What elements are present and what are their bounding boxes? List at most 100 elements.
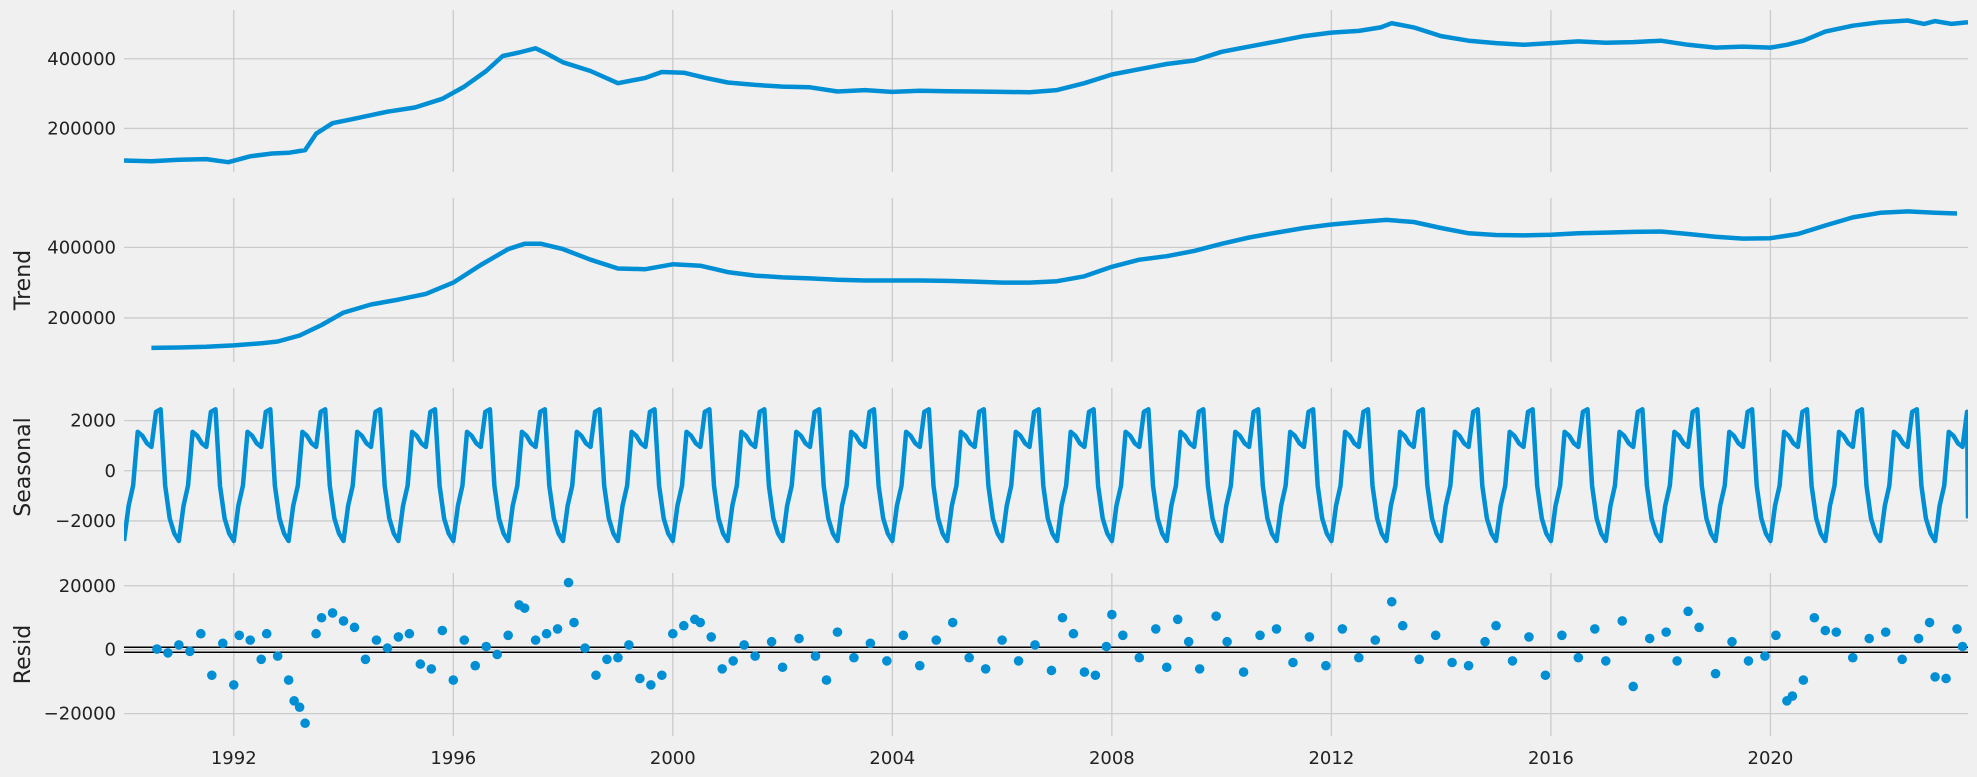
resid-point [1683, 606, 1693, 617]
resid-point [1337, 624, 1348, 634]
resid-point [217, 638, 228, 649]
resid-point [591, 670, 601, 681]
resid-point [1183, 636, 1194, 647]
resid-point [1590, 624, 1600, 634]
resid-point [832, 627, 843, 637]
resid-point [678, 620, 689, 631]
resid-point [695, 617, 706, 628]
resid-point [1271, 624, 1282, 634]
resid-point [316, 612, 327, 623]
resid-point [810, 651, 821, 661]
resid-point [382, 643, 393, 653]
x-tick-label: 2008 [1089, 748, 1135, 769]
resid-point [1930, 672, 1940, 682]
resid-point [1540, 670, 1551, 681]
resid-point [1068, 628, 1079, 639]
resid-point [1057, 612, 1068, 623]
resid-point [459, 635, 470, 645]
resid-point [1013, 656, 1024, 666]
resid-point [530, 635, 541, 645]
resid-point [1150, 624, 1161, 634]
resid-point [272, 651, 283, 661]
resid-point [1760, 651, 1770, 661]
resid-point [1090, 670, 1101, 681]
resid-point [349, 622, 360, 633]
x-tick-label: 2012 [1308, 748, 1354, 769]
resid-point [1030, 640, 1040, 650]
resid-point [152, 644, 162, 654]
y-axis-label: Seasonal [11, 417, 36, 516]
resid-point [256, 654, 267, 665]
resid-point [1809, 612, 1820, 623]
resid-point [865, 638, 876, 649]
resid-point [635, 673, 645, 684]
resid-point [1798, 675, 1809, 685]
y-tick-label: 2000 [70, 411, 116, 432]
resid-point [1304, 632, 1315, 642]
resid-point [613, 652, 623, 663]
resid-point [1557, 630, 1567, 641]
resid-point [1172, 614, 1183, 625]
resid-point [1952, 624, 1962, 634]
y-tick-label: 0 [105, 461, 116, 482]
resid-point [1897, 654, 1907, 665]
x-tick-label: 2000 [650, 748, 696, 769]
resid-point [1880, 627, 1891, 637]
x-tick-label: 1996 [430, 748, 476, 769]
resid-point [1941, 673, 1951, 684]
resid-point [997, 635, 1007, 645]
resid-point [1628, 681, 1639, 692]
resid-point [1831, 627, 1842, 637]
resid-point [228, 680, 239, 690]
resid-point [602, 654, 612, 665]
y-tick-label: 200000 [47, 308, 116, 329]
resid-point [657, 670, 667, 681]
resid-point [1079, 667, 1090, 677]
resid-point [426, 664, 437, 674]
resid-point [1710, 668, 1721, 679]
resid-point [207, 670, 217, 681]
resid-point [234, 630, 245, 641]
x-tick-label: 1992 [211, 748, 257, 769]
resid-point [289, 696, 299, 706]
resid-point [196, 628, 206, 639]
resid-point [541, 628, 552, 639]
y-tick-label: 200000 [47, 118, 116, 139]
resid-point [964, 652, 974, 663]
x-tick-label: 2016 [1528, 748, 1574, 769]
resid-point [947, 617, 958, 628]
resid-point [1617, 616, 1628, 626]
resid-point [668, 628, 678, 639]
resid-point [849, 652, 859, 663]
resid-point [1222, 636, 1232, 647]
y-tick-label: 20000 [59, 576, 116, 597]
y-tick-label: −2000 [55, 511, 116, 532]
resid-point [294, 702, 305, 713]
resid-point [580, 643, 590, 653]
resid-point [914, 660, 925, 671]
resid-point [470, 660, 481, 671]
resid-point [1354, 652, 1364, 663]
resid-point [1430, 630, 1441, 641]
y-tick-label: 400000 [47, 237, 116, 258]
resid-point [1694, 622, 1704, 633]
resid-point [519, 603, 530, 613]
resid-point [1787, 691, 1798, 701]
resid-point [777, 662, 788, 673]
resid-point [1480, 636, 1490, 647]
resid-point [300, 718, 310, 729]
resid-point [1847, 652, 1858, 663]
resid-point [311, 628, 321, 639]
y-tick-label: 400000 [47, 49, 116, 70]
resid-point [1727, 636, 1737, 647]
y-tick-label: −20000 [44, 704, 116, 725]
resid-point [245, 635, 256, 645]
resid-point [1913, 633, 1924, 644]
x-tick-label: 2020 [1748, 748, 1794, 769]
resid-point [1771, 630, 1781, 641]
resid-point [338, 616, 349, 626]
resid-point [1524, 632, 1534, 642]
resid-point [1507, 656, 1518, 666]
resid-point [728, 656, 738, 666]
resid-point [437, 625, 448, 636]
